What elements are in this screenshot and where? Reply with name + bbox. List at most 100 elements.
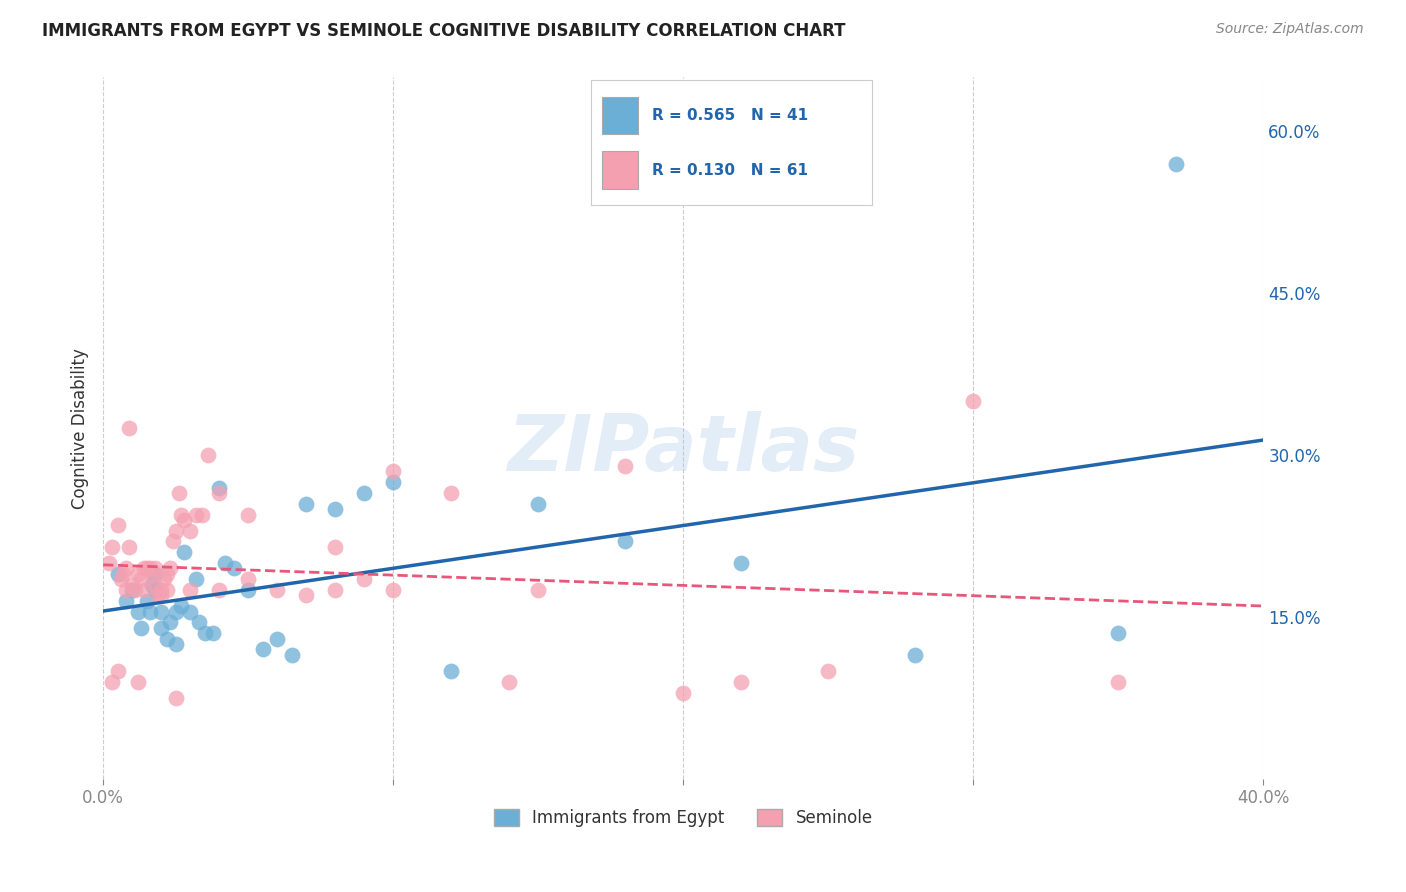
Point (112, 566, 135, 581)
Point (252, 642, 274, 657)
Point (440, 486, 463, 500)
Point (236, 572, 259, 586)
Point (159, 561, 181, 575)
Point (730, 556, 752, 570)
Point (143, 561, 166, 575)
Point (179, 524, 201, 538)
Point (440, 664, 463, 678)
Point (730, 674, 752, 689)
Point (156, 632, 179, 646)
Point (107, 566, 129, 581)
Point (194, 626, 217, 640)
Point (143, 577, 166, 591)
Point (124, 583, 146, 598)
Point (323, 583, 346, 598)
Point (173, 545, 195, 559)
Point (197, 448, 219, 462)
Text: ZIPatlas: ZIPatlas (508, 411, 859, 487)
Point (132, 561, 155, 575)
Point (165, 605, 187, 619)
Point (127, 674, 149, 689)
Point (214, 556, 236, 570)
Point (121, 577, 143, 591)
Point (129, 572, 152, 586)
Text: R = 0.565   N = 41: R = 0.565 N = 41 (652, 108, 808, 123)
Point (150, 589, 173, 603)
Point (208, 481, 231, 495)
Point (280, 648, 302, 662)
FancyBboxPatch shape (602, 96, 638, 134)
Point (1166, 157, 1188, 171)
Point (129, 621, 152, 635)
Point (165, 524, 187, 538)
Point (184, 572, 207, 586)
Point (382, 583, 405, 598)
Point (527, 583, 550, 598)
Point (173, 513, 195, 527)
Point (266, 632, 288, 646)
Point (107, 664, 129, 678)
Point (170, 599, 193, 614)
Point (156, 566, 179, 581)
Point (138, 605, 160, 619)
Point (1107, 626, 1129, 640)
Point (295, 497, 318, 511)
Point (614, 458, 637, 473)
Point (101, 540, 124, 554)
Point (118, 421, 141, 435)
Point (236, 508, 259, 522)
Point (141, 566, 163, 581)
Point (353, 572, 375, 586)
Point (121, 583, 143, 598)
Point (184, 508, 207, 522)
Text: R = 0.130   N = 61: R = 0.130 N = 61 (652, 162, 808, 178)
Point (295, 589, 318, 603)
Point (179, 605, 201, 619)
Point (323, 540, 346, 554)
Point (115, 583, 138, 598)
Point (222, 561, 245, 575)
FancyBboxPatch shape (602, 152, 638, 189)
Point (150, 621, 173, 635)
Point (236, 583, 259, 598)
Point (904, 648, 927, 662)
Point (107, 518, 129, 533)
Point (190, 508, 212, 522)
Point (962, 394, 984, 409)
Point (527, 497, 550, 511)
Point (167, 486, 190, 500)
Point (162, 534, 184, 549)
Point (614, 534, 637, 549)
Point (135, 561, 157, 575)
Point (179, 583, 201, 598)
Point (1107, 674, 1129, 689)
Point (153, 572, 176, 586)
Point (97, 556, 120, 570)
Point (135, 594, 157, 608)
Point (141, 577, 163, 591)
Point (266, 583, 288, 598)
Point (382, 475, 405, 490)
Point (159, 615, 181, 630)
Point (115, 594, 138, 608)
Point (208, 583, 231, 598)
Point (127, 566, 149, 581)
Y-axis label: Cognitive Disability: Cognitive Disability (72, 348, 89, 508)
Point (110, 572, 132, 586)
Point (672, 685, 695, 699)
Text: IMMIGRANTS FROM EGYPT VS SEMINOLE COGNITIVE DISABILITY CORRELATION CHART: IMMIGRANTS FROM EGYPT VS SEMINOLE COGNIT… (42, 22, 845, 40)
Point (138, 561, 160, 575)
Point (150, 605, 173, 619)
Point (132, 583, 155, 598)
Point (323, 502, 346, 516)
Point (208, 486, 231, 500)
Point (150, 583, 173, 598)
Point (382, 464, 405, 478)
Point (165, 637, 187, 651)
Point (353, 486, 375, 500)
Point (118, 540, 141, 554)
Point (165, 690, 187, 705)
Point (148, 589, 170, 603)
Point (143, 566, 166, 581)
Point (156, 583, 179, 598)
